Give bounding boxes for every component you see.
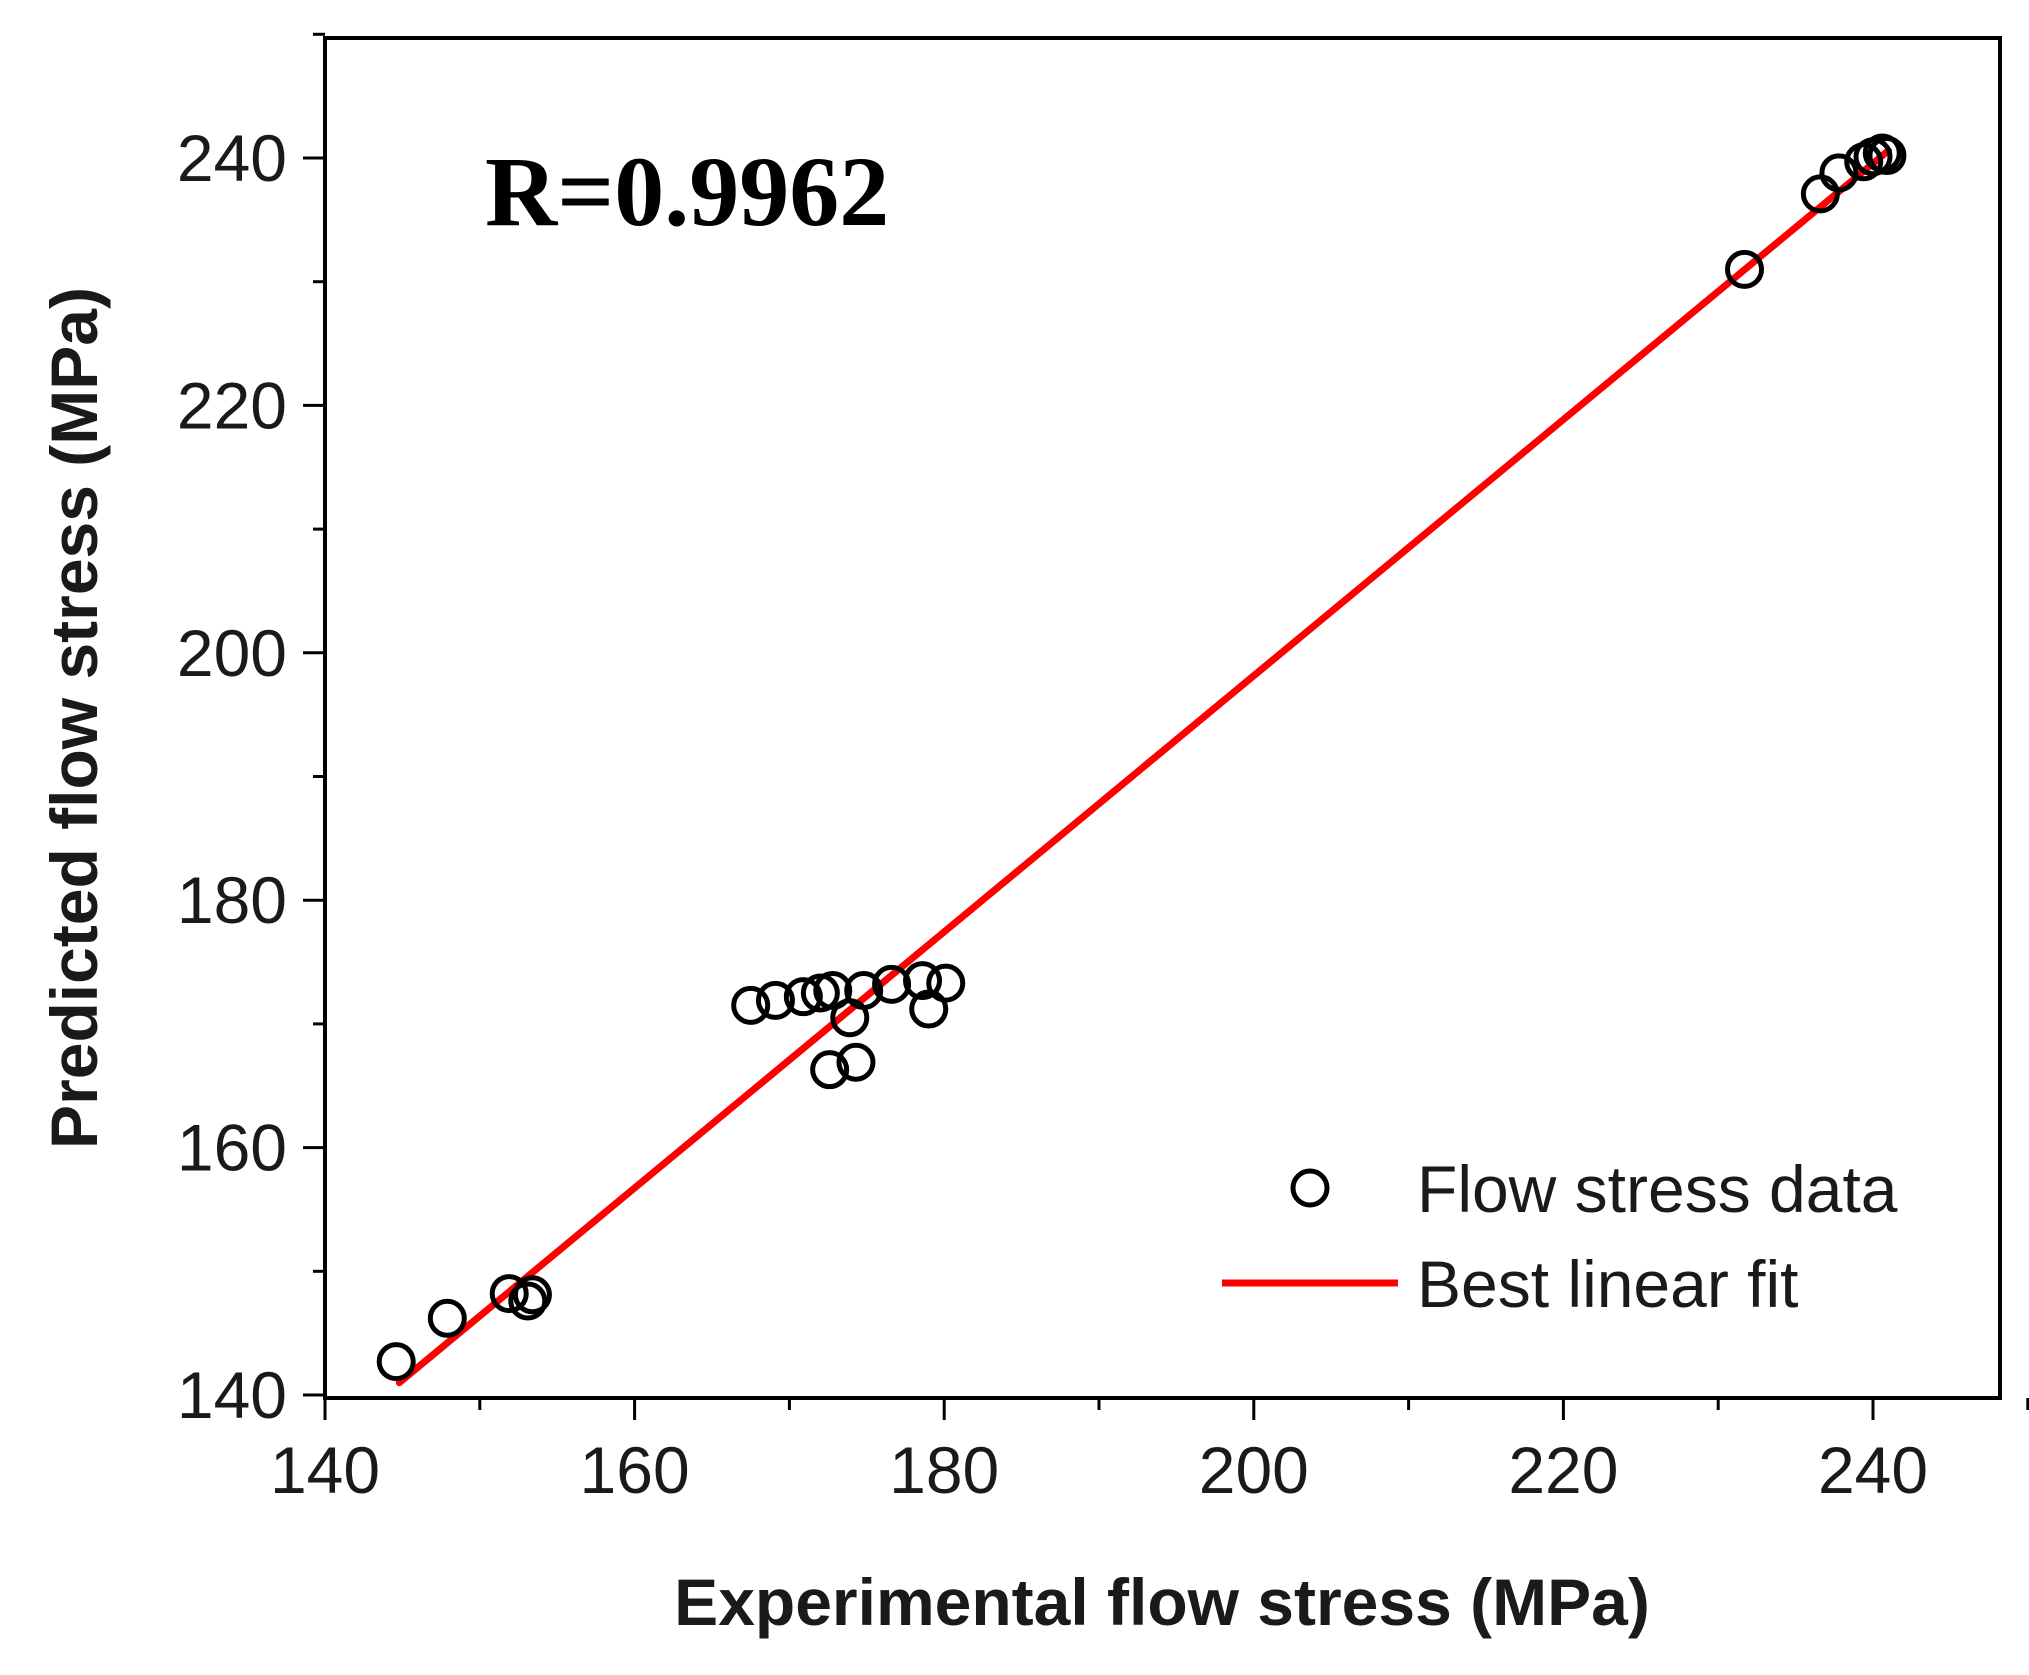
x-tick-label: 240	[1818, 1433, 1928, 1507]
y-tick-label: 140	[177, 1358, 287, 1432]
fit-layer	[395, 147, 1892, 1387]
data-point	[813, 971, 853, 1011]
data-point	[376, 1342, 416, 1382]
legend: Flow stress data Best linear fit	[1222, 1152, 1898, 1321]
y-tick-label: 160	[177, 1111, 287, 1185]
x-tick-label: 160	[580, 1433, 690, 1507]
y-axis-title: Predicted flow stress (MPa)	[37, 287, 111, 1149]
data-point	[903, 961, 943, 1001]
r-value-annotation: R=0.9962	[485, 136, 889, 247]
data-point	[844, 971, 884, 1011]
data-point	[1819, 153, 1859, 193]
data-point	[836, 1042, 876, 1082]
x-tick-label: 140	[270, 1433, 380, 1507]
data-point	[810, 1050, 850, 1090]
data-point	[926, 963, 966, 1003]
plot-frame	[323, 36, 2002, 1400]
x-tick-label: 180	[889, 1433, 999, 1507]
y-tick-label: 220	[177, 368, 287, 442]
data-point	[1725, 249, 1765, 289]
x-tick-label: 200	[1199, 1433, 1309, 1507]
y-tick-label: 240	[177, 121, 287, 195]
axis-ticks	[303, 32, 2029, 1420]
data-points	[376, 133, 1907, 1382]
data-point	[508, 1281, 548, 1321]
x-axis-title: Experimental flow stress (MPa)	[674, 1565, 1650, 1639]
data-point	[1867, 136, 1907, 176]
data-point	[872, 964, 912, 1004]
legend-marker-circle	[1290, 1168, 1330, 1208]
y-tick-label: 200	[177, 616, 287, 690]
x-tick-label: 220	[1508, 1433, 1618, 1507]
data-point	[512, 1275, 552, 1315]
data-point	[489, 1274, 529, 1314]
tick-labels: 140 160 180 200 220 240 140 160 180 200 220 240	[177, 121, 1928, 1507]
y-tick-label: 180	[177, 863, 287, 937]
legend-label-fit: Best linear fit	[1417, 1247, 1799, 1321]
best-fit-line	[395, 147, 1892, 1387]
data-point	[783, 977, 823, 1017]
data-point	[731, 985, 771, 1025]
legend-label-data: Flow stress data	[1417, 1152, 1898, 1226]
data-point	[755, 980, 795, 1020]
data-point	[427, 1298, 467, 1338]
